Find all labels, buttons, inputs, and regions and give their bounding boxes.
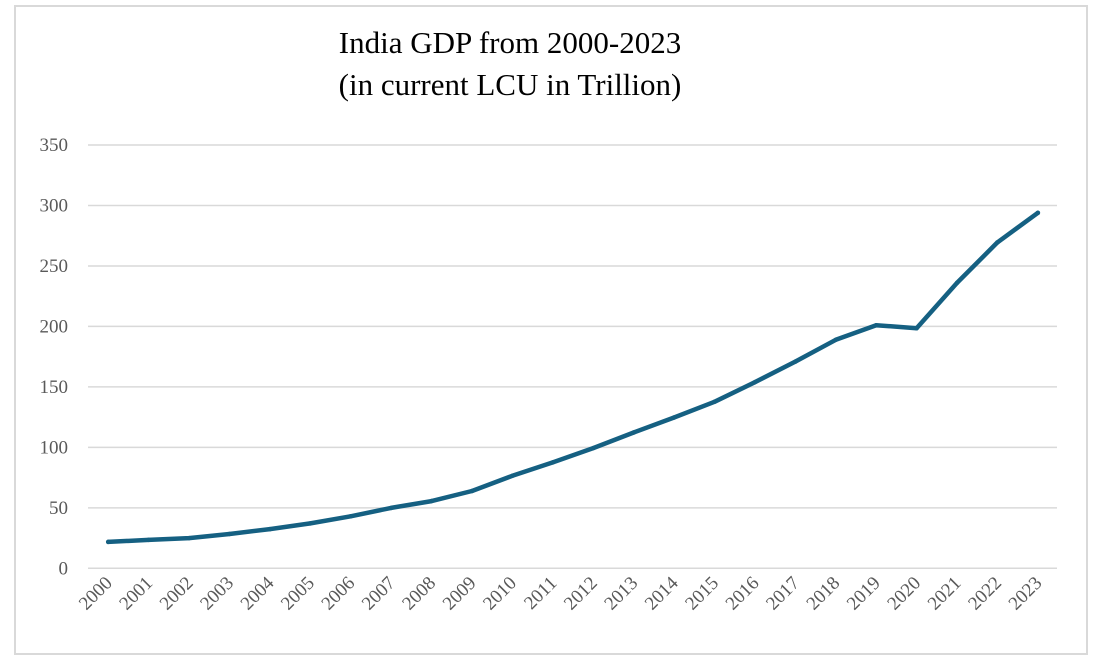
data-point-2000 xyxy=(105,539,111,545)
x-tick-label: 2002 xyxy=(156,573,198,615)
series-layer xyxy=(105,210,1041,545)
chart-title-line-2: (in current LCU in Trillion) xyxy=(338,67,682,102)
data-point-2009 xyxy=(469,488,475,494)
data-point-2003 xyxy=(227,531,232,537)
data-point-2008 xyxy=(429,498,434,504)
x-tick-label: 2007 xyxy=(358,573,400,615)
y-axis-ticks: 0 50 100 150 200 250 300 350 xyxy=(40,135,69,579)
data-point-2017 xyxy=(793,359,798,364)
data-point-2013 xyxy=(631,430,636,435)
chart-title-line-1: India GDP from 2000-2023 xyxy=(338,25,682,60)
chart-frame xyxy=(14,5,1088,655)
x-tick-label: 2006 xyxy=(318,573,360,615)
x-tick-label: 2010 xyxy=(479,573,521,615)
y-tick-label: 50 xyxy=(49,498,68,519)
data-point-2019 xyxy=(873,322,879,328)
data-point-2023 xyxy=(1035,210,1041,216)
x-tick-label: 2018 xyxy=(803,573,845,615)
data-point-2001 xyxy=(146,537,151,543)
x-tick-label: 2009 xyxy=(439,573,481,615)
data-point-2016 xyxy=(752,379,758,385)
y-tick-label: 150 xyxy=(40,377,69,398)
x-tick-label: 2004 xyxy=(237,572,279,614)
y-tick-label: 0 xyxy=(59,558,69,579)
x-tick-label: 2008 xyxy=(398,573,440,615)
data-point-2012 xyxy=(590,445,596,451)
y-tick-label: 350 xyxy=(40,135,69,156)
data-point-2006 xyxy=(348,514,353,519)
x-tick-label: 2019 xyxy=(843,573,885,615)
x-tick-label: 2000 xyxy=(75,573,117,615)
x-tick-label: 2001 xyxy=(115,573,157,615)
x-axis-ticks: 2000200120022003200420052006200720082009… xyxy=(75,572,1046,614)
x-tick-label: 2020 xyxy=(883,573,925,615)
y-tick-label: 100 xyxy=(40,437,69,458)
x-tick-label: 2021 xyxy=(924,573,966,615)
x-tick-label: 2016 xyxy=(722,573,764,615)
x-tick-label: 2015 xyxy=(681,573,723,615)
data-point-2010 xyxy=(510,473,515,479)
gridlines xyxy=(88,144,1057,570)
data-point-2014 xyxy=(671,415,677,420)
chart-title: India GDP from 2000-2023 (in current LCU… xyxy=(0,22,1020,106)
y-tick-label: 200 xyxy=(40,316,69,337)
data-point-2002 xyxy=(186,535,192,541)
data-point-2021 xyxy=(954,280,960,286)
data-point-2011 xyxy=(550,460,556,465)
x-tick-label: 2003 xyxy=(196,573,238,615)
data-point-2015 xyxy=(712,399,717,405)
data-point-2022 xyxy=(995,240,1000,245)
y-tick-label: 300 xyxy=(40,195,69,216)
x-tick-label: 2013 xyxy=(600,573,642,615)
x-tick-label: 2017 xyxy=(762,573,804,615)
data-point-2005 xyxy=(308,521,313,526)
x-tick-label: 2014 xyxy=(641,572,683,614)
x-tick-label: 2011 xyxy=(520,573,561,614)
data-point-2004 xyxy=(267,526,273,532)
series-line-0 xyxy=(105,210,1041,545)
x-tick-label: 2005 xyxy=(277,573,319,615)
x-tick-label: 2022 xyxy=(964,573,1006,615)
x-tick-label: 2023 xyxy=(1005,573,1047,615)
y-tick-label: 250 xyxy=(40,256,69,277)
data-point-2018 xyxy=(833,337,839,343)
data-point-2007 xyxy=(388,505,394,511)
data-point-2020 xyxy=(914,325,919,331)
x-tick-label: 2012 xyxy=(560,573,602,615)
